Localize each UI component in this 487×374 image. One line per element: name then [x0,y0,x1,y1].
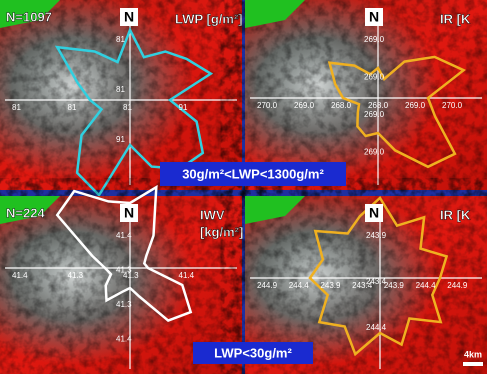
snow [245,196,305,224]
tick-label: 269.0 [364,35,385,44]
panel: 81 81 81 91 81 81 91 N=1097 N LWP [g/m²] [0,0,243,198]
north-label: N [124,205,134,221]
tick-label: 41.4 [116,231,132,240]
tick-label: 91 [179,103,188,112]
tick-label: 91 [116,135,125,144]
tick-label: 81 [116,85,125,94]
tick-label: 244.9 [447,281,468,290]
tick-label: 243.4 [366,277,387,286]
polar-outline [54,26,214,198]
condition-box [193,342,313,364]
tick-label: 81 [116,35,125,44]
variable-label: IR [K [440,207,471,222]
sample-count: N=1097 [6,9,52,24]
tick-label: 268.0 [368,101,389,110]
polar-outline [308,196,449,357]
scale-label: 4km [464,349,482,359]
tick-label: 268.0 [331,101,352,110]
tick-label: 41.3 [123,271,139,280]
north-label: N [124,9,134,25]
tick-label: 243.9 [320,281,341,290]
tick-label: 244.9 [257,281,278,290]
tick-label: 244.4 [366,323,387,332]
north-box [120,8,138,26]
snow [245,0,305,28]
panel: 270.0 269.0 268.0 268.0 269.0 270.0269.0269.0… [245,0,487,190]
scale-bar [463,362,483,366]
texture [245,0,487,190]
condition-label: LWP<30g/m² [214,345,292,360]
tick-label: 41.4 [116,335,132,344]
tick-label: 243.4 [352,281,373,290]
tick-label: 244.4 [289,281,310,290]
tick-label: 41.4 [12,271,28,280]
north-box [120,204,138,222]
polar-outline [327,55,466,169]
snow [0,0,60,28]
tick-label: 244.4 [416,281,437,290]
tick-label: 269.0 [364,148,385,157]
tick-label: 269.0 [364,110,385,119]
tick-label: 243.9 [366,231,387,240]
north-box [365,8,383,26]
north-box [365,204,383,222]
condition-box [160,162,346,186]
tick-label: 41.3 [116,300,132,309]
tick-label: 41.3 [116,266,132,275]
variable-label: LWP [g/m²] [175,11,243,26]
polar-outline [55,184,193,323]
tick-label: 270.0 [442,101,463,110]
north-label: N [369,205,379,221]
north-label: N [369,9,379,25]
sample-count: N=224 [6,205,45,220]
tick-label: 41.4 [179,271,195,280]
tick-label: 81 [12,103,21,112]
tick-label: 81 [123,103,132,112]
variable-label: IR [K [440,11,471,26]
snow [0,196,60,224]
tick-label: 243.9 [384,281,405,290]
tick-label: 269.0 [294,101,315,110]
tick-label: 269.0 [405,101,426,110]
variable-label: IWV [200,207,225,222]
tick-label: 81 [68,103,77,112]
tick-label: 41.3 [68,271,84,280]
tick-label: 269.0 [364,73,385,82]
condition-label: 30g/m²<LWP<1300g/m² [182,166,324,181]
variable-label: [kg/m²] [200,224,243,239]
tick-label: 270.0 [257,101,278,110]
